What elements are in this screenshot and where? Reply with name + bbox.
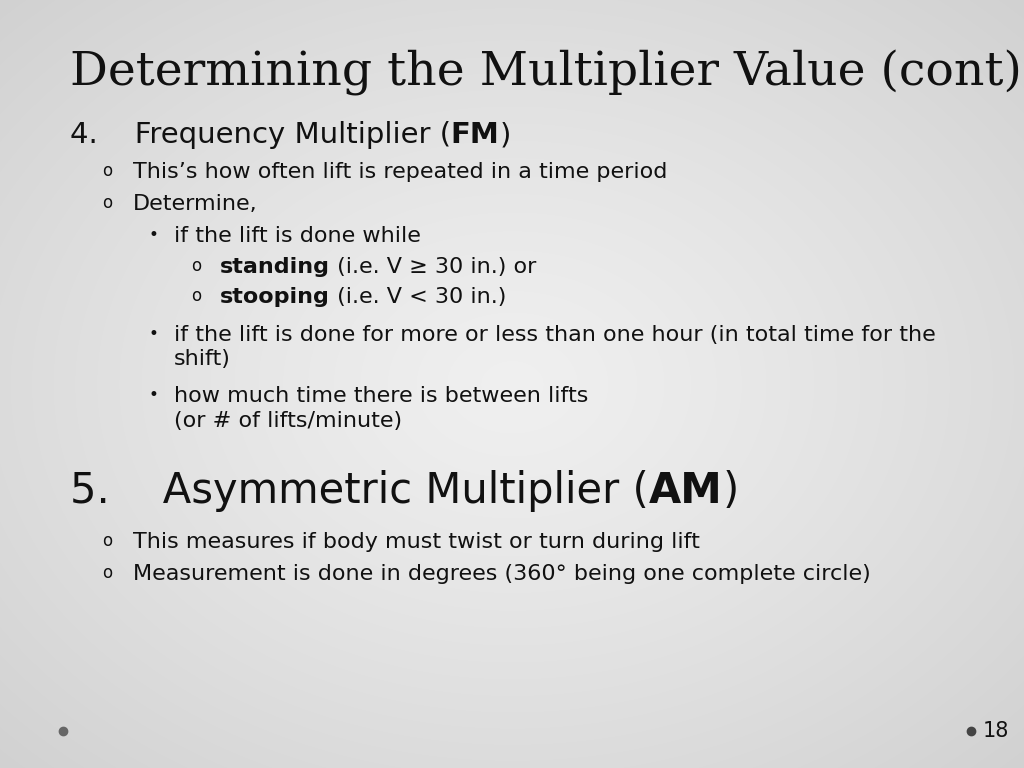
Text: shift): shift) xyxy=(174,349,231,369)
Text: ): ) xyxy=(722,470,738,512)
Text: This measures if body must twist or turn during lift: This measures if body must twist or turn… xyxy=(133,532,700,552)
Text: standing: standing xyxy=(220,257,330,276)
Text: o: o xyxy=(102,564,113,582)
Text: 5.    Asymmetric Multiplier (: 5. Asymmetric Multiplier ( xyxy=(70,470,648,512)
Text: (i.e. V ≥ 30 in.) or: (i.e. V ≥ 30 in.) or xyxy=(330,257,537,276)
Text: Measurement is done in degrees (360° being one complete circle): Measurement is done in degrees (360° bei… xyxy=(133,564,870,584)
Text: •: • xyxy=(148,226,159,243)
Text: o: o xyxy=(102,194,113,212)
Text: •: • xyxy=(148,325,159,343)
Text: ): ) xyxy=(500,121,511,149)
Text: FM: FM xyxy=(451,121,500,149)
Text: Determining the Multiplier Value (cont): Determining the Multiplier Value (cont) xyxy=(70,50,1022,96)
Text: stooping: stooping xyxy=(220,287,330,307)
Text: This’s how often lift is repeated in a time period: This’s how often lift is repeated in a t… xyxy=(133,162,668,182)
Text: o: o xyxy=(191,257,202,274)
Text: o: o xyxy=(102,532,113,550)
Text: how much time there is between lifts: how much time there is between lifts xyxy=(174,386,589,406)
Text: (i.e. V < 30 in.): (i.e. V < 30 in.) xyxy=(330,287,507,307)
Text: if the lift is done for more or less than one hour (in total time for the: if the lift is done for more or less tha… xyxy=(174,325,936,345)
Text: (or # of lifts/minute): (or # of lifts/minute) xyxy=(174,411,402,431)
Text: AM: AM xyxy=(648,470,722,512)
Text: 4.    Frequency Multiplier (: 4. Frequency Multiplier ( xyxy=(70,121,451,149)
Text: o: o xyxy=(102,162,113,180)
Text: if the lift is done while: if the lift is done while xyxy=(174,226,421,246)
Text: 18: 18 xyxy=(983,721,1010,741)
Text: •: • xyxy=(148,386,159,404)
Text: Determine,: Determine, xyxy=(133,194,258,214)
Text: o: o xyxy=(191,287,202,305)
